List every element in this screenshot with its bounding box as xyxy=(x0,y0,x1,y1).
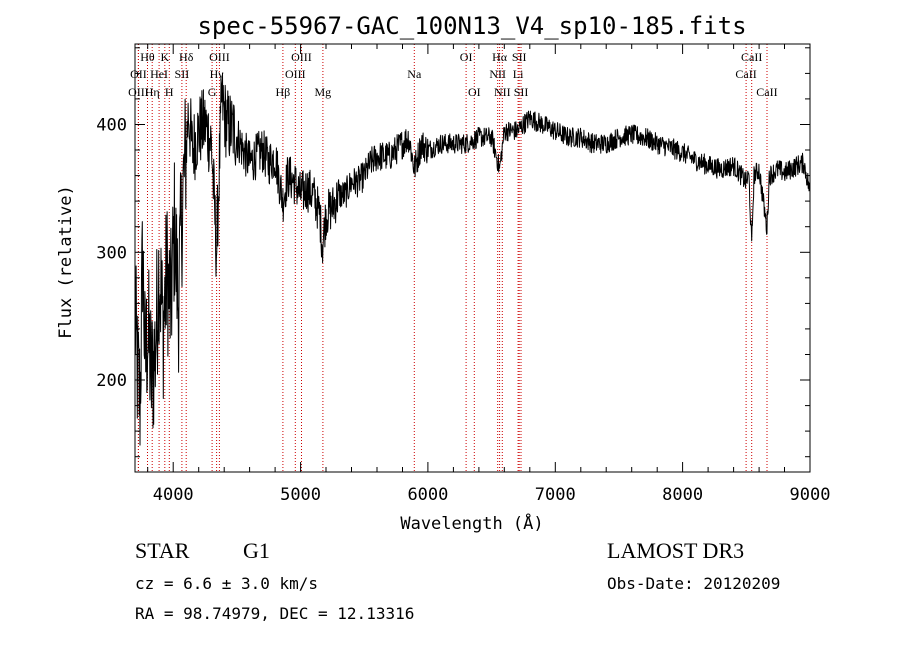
line-label-1: OII xyxy=(130,67,147,81)
line-label-21: NII xyxy=(489,67,506,81)
object-subclass: G1 xyxy=(243,538,270,563)
x-tick-label: 7000 xyxy=(535,485,576,505)
line-label-13: OIII xyxy=(291,50,312,64)
observation-date: Obs-Date: 20120209 xyxy=(607,574,781,593)
redshift-velocity: cz = 6.6 ± 3.0 km/s xyxy=(135,574,319,593)
x-tick-label: 5000 xyxy=(280,485,321,505)
object-class: STAR xyxy=(135,538,190,563)
line-label-11: G xyxy=(208,85,217,99)
line-label-22: Li xyxy=(513,67,524,81)
x-tick-label: 8000 xyxy=(662,485,703,505)
line-label-23: NII xyxy=(494,85,511,99)
line-label-10: Hγ xyxy=(210,67,225,81)
y-tick-label: 400 xyxy=(96,115,127,135)
coordinates: RA = 98.74979, DEC = 12.13316 xyxy=(135,604,415,623)
line-label-26: CaII xyxy=(735,67,756,81)
spectrum-line xyxy=(134,72,811,446)
line-label-9: OIII xyxy=(209,50,230,64)
line-label-17: OI xyxy=(460,50,473,64)
line-label-18: OI xyxy=(468,85,481,99)
line-label-6: SII xyxy=(175,67,190,81)
line-label-27: CaII xyxy=(756,85,777,99)
survey-name: LAMOST DR3 xyxy=(607,538,745,563)
y-tick-label: 300 xyxy=(96,243,127,263)
line-label-25: CaII xyxy=(741,50,762,64)
line-label-5: Hη xyxy=(145,85,160,99)
x-axis-label: Wavelength (Å) xyxy=(400,512,543,534)
spectral-line-markers xyxy=(137,44,768,472)
line-label-4: HeI xyxy=(150,67,168,81)
x-tick-label: 9000 xyxy=(790,485,831,505)
line-label-14: OIII xyxy=(285,67,306,81)
plot-border xyxy=(134,43,811,473)
line-label-8: Hδ xyxy=(179,50,194,64)
line-label-16: Na xyxy=(407,67,422,81)
line-label-0: Hθ xyxy=(140,50,155,64)
line-label-3: K xyxy=(160,50,169,64)
chart-title: spec-55967-GAC_100N13_V4_sp10-185.fits xyxy=(197,12,746,40)
y-axis-label: Flux (relative) xyxy=(56,185,76,339)
x-tick-label: 6000 xyxy=(407,485,448,505)
plot-frame xyxy=(134,43,811,473)
line-label-12: Hβ xyxy=(275,85,290,99)
line-label-20: SII xyxy=(512,50,527,64)
line-label-15: Mg xyxy=(315,85,332,99)
line-label-19: Hα xyxy=(492,50,508,64)
x-tick-label: 4000 xyxy=(153,485,194,505)
line-label-24: SII xyxy=(514,85,529,99)
axis-ticks: 4000 5000 6000 7000 8000 9000 200 300 400 xyxy=(96,44,830,505)
line-label-2: OIII xyxy=(128,85,149,99)
line-label-7: H xyxy=(165,85,174,99)
spectrum-series xyxy=(134,72,811,446)
y-tick-label: 200 xyxy=(96,371,127,391)
